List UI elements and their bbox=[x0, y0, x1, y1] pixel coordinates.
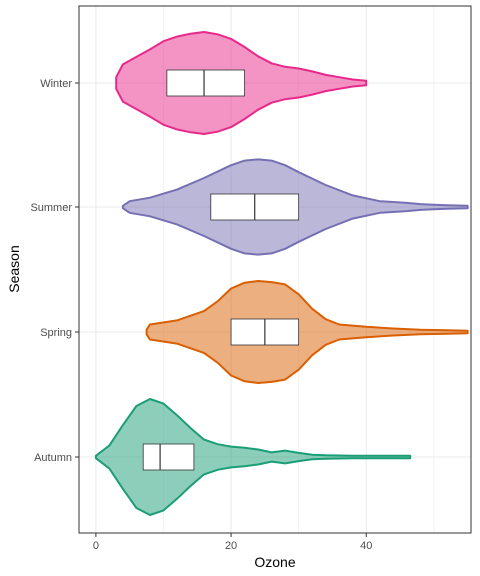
violin-spring bbox=[145, 280, 469, 384]
violins bbox=[94, 31, 469, 516]
violin-group-summer bbox=[121, 158, 469, 256]
box-winter bbox=[166, 69, 245, 97]
y-tick-label-spring: Spring bbox=[40, 327, 72, 339]
box-autumn bbox=[142, 443, 195, 471]
y-tick-label-autumn: Autumn bbox=[34, 452, 72, 464]
violin-group-winter bbox=[115, 31, 368, 135]
x-axis-title: Ozone bbox=[254, 554, 295, 570]
x-tick-label: 0 bbox=[93, 540, 99, 552]
y-tick-label-winter: Winter bbox=[40, 78, 72, 90]
violin-autumn bbox=[94, 398, 412, 516]
y-axis-title: Season bbox=[6, 245, 22, 292]
y-tick-label-summer: Summer bbox=[30, 202, 72, 214]
violin-group-autumn bbox=[94, 398, 412, 516]
y-axis: Autumn Spring Summer Winter bbox=[30, 78, 79, 464]
x-tick-label: 40 bbox=[360, 540, 372, 552]
x-axis: 0 20 40 bbox=[93, 533, 372, 552]
x-tick-label: 20 bbox=[225, 540, 237, 552]
violin-group-spring bbox=[145, 280, 469, 384]
panel-border bbox=[78, 5, 472, 534]
